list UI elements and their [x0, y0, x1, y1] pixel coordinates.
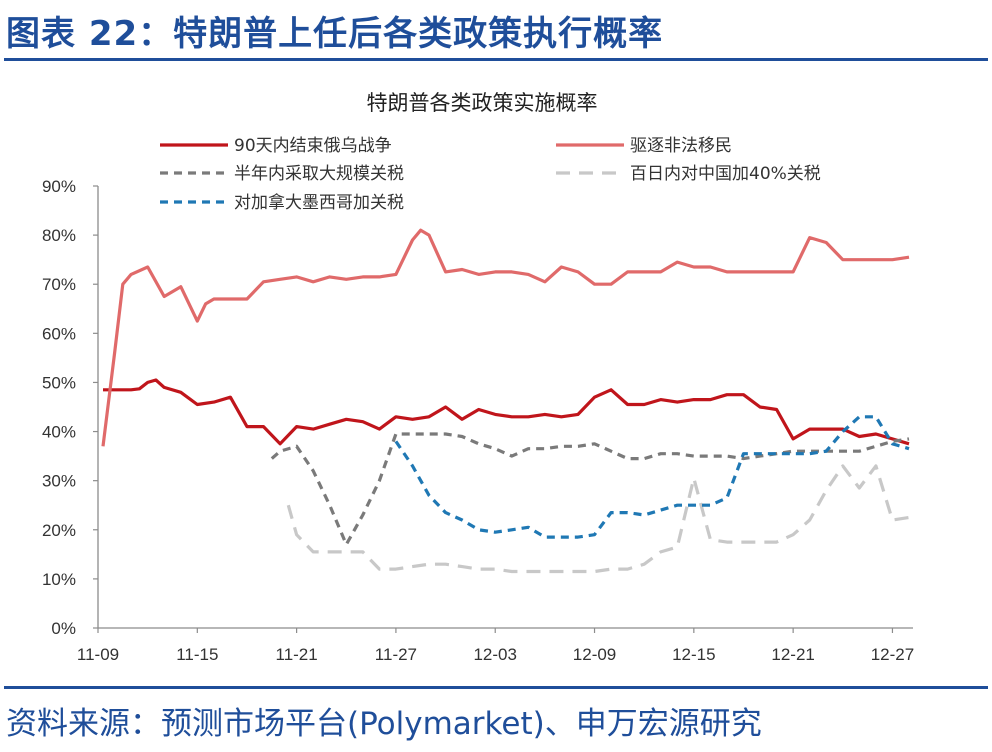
- legend-label-2: 半年内采取大规模关税: [234, 164, 404, 184]
- axes: 0% 10% 20% 30% 40% 50% 60% 70% 80% 90% 11-09 11-15 1…: [42, 177, 914, 664]
- chart-title: 特朗普各类政策实施概率: [367, 91, 598, 115]
- x-tick-label: 11-27: [375, 645, 417, 664]
- x-tick-label: 12-09: [573, 645, 616, 664]
- y-tick-label: 70%: [42, 275, 76, 294]
- y-tick-label: 10%: [42, 570, 76, 589]
- series-line-0: [103, 378, 910, 446]
- y-tick-label: 60%: [42, 324, 76, 343]
- series-line-2: [270, 432, 910, 547]
- series-layer: [101, 228, 910, 574]
- x-tick-label: 12-15: [672, 645, 715, 664]
- figure-title: 图表 22：特朗普上任后各类政策执行概率: [6, 14, 664, 54]
- y-tick-label: 40%: [42, 423, 76, 442]
- source-note: 资料来源：预测市场平台(Polymarket)、申万宏源研究: [6, 706, 762, 742]
- series-line-3: [286, 464, 910, 574]
- x-tick-label: 12-21: [771, 645, 814, 664]
- series-line-4: [394, 415, 910, 539]
- series-line-1: [101, 228, 910, 447]
- x-tick-label: 12-27: [871, 645, 914, 664]
- legend-label-4: 对加拿大墨西哥加关税: [234, 192, 404, 213]
- y-tick-label: 30%: [42, 472, 76, 491]
- title-rule: [4, 58, 988, 61]
- y-tick-label: 20%: [42, 521, 76, 540]
- y-tick-label: 50%: [42, 373, 76, 392]
- x-tick-label: 11-21: [276, 645, 318, 664]
- x-tick-label: 11-09: [77, 645, 119, 664]
- legend-label-3: 百日内对中国加40%关税: [630, 164, 821, 184]
- x-tick-label: 12-03: [473, 645, 516, 664]
- y-tick-label: 0%: [51, 619, 76, 638]
- legend-label-0: 90天内结束俄乌战争: [234, 136, 392, 156]
- y-tick-label: 80%: [42, 226, 76, 245]
- source-rule: [4, 686, 988, 689]
- legend-label-1: 驱逐非法移民: [630, 136, 732, 156]
- y-tick-label: 90%: [42, 177, 76, 196]
- x-tick-label: 11-15: [176, 645, 218, 664]
